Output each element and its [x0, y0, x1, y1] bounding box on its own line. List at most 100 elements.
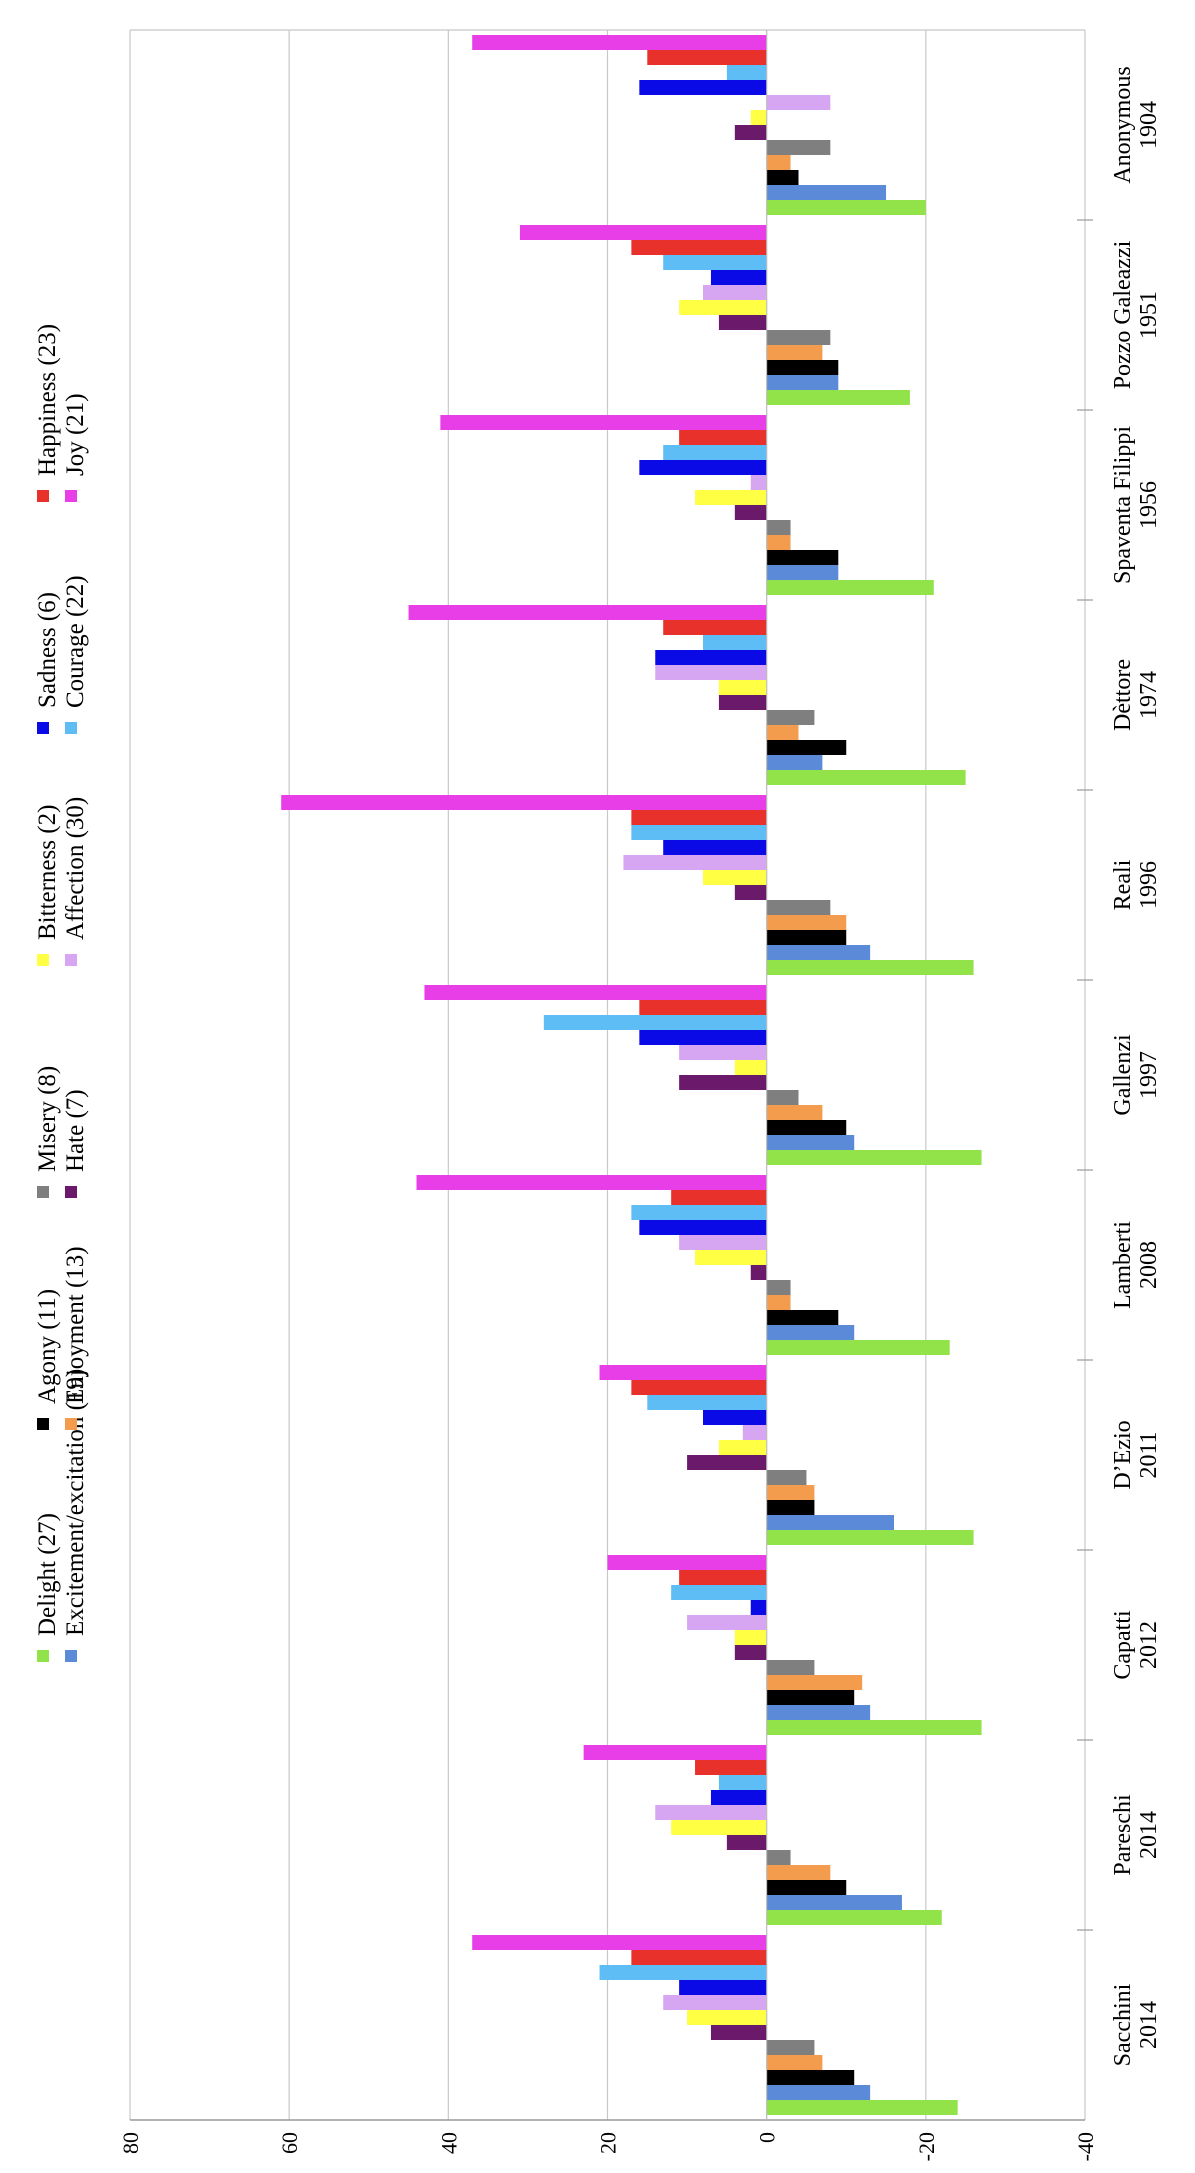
legend-label-excitement-excitation: Excitement/excitation (19): [62, 1369, 89, 1636]
bar-affection: [766, 95, 831, 110]
bar-enjoyment: [766, 1295, 791, 1310]
legend-swatch-courage: [65, 722, 77, 734]
bar-misery: [766, 900, 831, 915]
category-label: Gallenzi1997: [1110, 1034, 1162, 1116]
category-label: D’Ezio2011: [1110, 1420, 1162, 1489]
bar-agony: [766, 170, 799, 185]
category-name: Dèttore: [1110, 659, 1136, 731]
bar-excitement-excitation: [766, 375, 839, 390]
bar-misery: [766, 1850, 791, 1865]
legend-swatch-happiness: [37, 490, 49, 502]
bar-affection: [655, 665, 767, 680]
category-label: Sacchini2014: [1110, 1983, 1162, 2066]
legend-swatch-bitterness: [37, 954, 49, 966]
bar-delight: [766, 1910, 942, 1925]
bar-bitterness: [750, 110, 767, 125]
bar-delight: [766, 960, 974, 975]
bar-misery: [766, 1090, 799, 1105]
bar-courage: [543, 1015, 767, 1030]
bar-joy: [424, 985, 767, 1000]
bar-sadness: [750, 1600, 767, 1615]
bar-delight: [766, 580, 934, 595]
category-name: Reali: [1110, 859, 1136, 910]
value-tick-label: 40: [436, 2132, 461, 2154]
category-label: Anonymous1904: [1110, 66, 1162, 183]
legend-swatch-enjoyment: [65, 1418, 77, 1430]
bar-enjoyment: [766, 1865, 831, 1880]
legend-label-happiness: Happiness (23): [34, 324, 61, 476]
bar-happiness: [671, 1190, 767, 1205]
bar-agony: [766, 2070, 855, 2085]
bar-courage: [647, 1395, 767, 1410]
bar-misery: [766, 2040, 815, 2055]
legend-label-joy: Joy (21): [62, 393, 89, 476]
legend-label-courage: Courage (22): [62, 575, 89, 708]
bar-enjoyment: [766, 535, 791, 550]
legend-swatch-agony: [37, 1418, 49, 1430]
bar-excitement-excitation: [766, 2085, 871, 2100]
bar-bitterness: [703, 870, 767, 885]
bar-happiness: [631, 810, 767, 825]
bar-sadness: [710, 270, 767, 285]
category-labels: Anonymous1904 Pozzo Galeazzi1951 Spaventa …: [1110, 66, 1162, 2066]
bar-bitterness: [695, 490, 767, 505]
category-year: 2014: [1136, 2001, 1162, 2049]
bar-hate: [718, 695, 767, 710]
bar-happiness: [647, 50, 767, 65]
category-year: 1974: [1136, 671, 1162, 719]
bar-excitement-excitation: [766, 1895, 902, 1910]
category-label: Lamberti2008: [1110, 1221, 1162, 1309]
bar-enjoyment: [766, 155, 791, 170]
bar-hate: [734, 505, 767, 520]
value-tick-label: 60: [277, 2132, 302, 2154]
category-label: Capatti2012: [1110, 1610, 1162, 1680]
bar-bitterness: [671, 1820, 767, 1835]
bar-misery: [766, 330, 831, 345]
bar-happiness: [631, 1950, 767, 1965]
bar-enjoyment: [766, 1105, 823, 1120]
bar-happiness: [631, 240, 767, 255]
legend-swatch-excitement-excitation: [65, 1650, 77, 1662]
value-tick-labels: 80 60 40 20 0 -20 -40: [118, 2132, 1098, 2161]
bar-affection: [663, 1995, 767, 2010]
bar-excitement-excitation: [766, 1135, 855, 1150]
bar-hate: [734, 125, 767, 140]
bar-joy: [583, 1745, 767, 1760]
bar-happiness: [679, 430, 767, 445]
bar-sadness: [655, 650, 767, 665]
bar-happiness: [695, 1760, 767, 1775]
value-tick-label: 80: [118, 2132, 143, 2154]
legend: Delight (27) Excitement/excitation (19)Ag…: [34, 324, 89, 1662]
bar-agony: [766, 1500, 815, 1515]
bar-courage: [703, 635, 767, 650]
bar-delight: [766, 2100, 958, 2115]
category-label: Dèttore1974: [1110, 659, 1162, 731]
legend-label-affection: Affection (30): [62, 797, 89, 940]
category-name: Anonymous: [1110, 66, 1136, 183]
category-name: Lamberti: [1110, 1221, 1136, 1309]
category-name: Capatti: [1110, 1610, 1136, 1680]
bar-misery: [766, 520, 791, 535]
bar-agony: [766, 1310, 839, 1325]
bar-affection: [655, 1805, 767, 1820]
legend-swatch-sadness: [37, 722, 49, 734]
bar-bitterness: [695, 1250, 767, 1265]
category-year: 2011: [1136, 1431, 1162, 1478]
category-year: 2008: [1136, 1241, 1162, 1289]
bar-series: [281, 35, 982, 2115]
bar-agony: [766, 550, 839, 565]
bar-sadness: [663, 840, 767, 855]
bar-hate: [679, 1075, 767, 1090]
category-year: 2012: [1136, 1621, 1162, 1669]
bar-affection: [679, 1235, 767, 1250]
bar-delight: [766, 200, 926, 215]
bar-sadness: [710, 1790, 767, 1805]
category-year: 1997: [1136, 1051, 1162, 1099]
bar-delight: [766, 770, 966, 785]
bar-excitement-excitation: [766, 945, 871, 960]
bar-hate: [734, 1645, 767, 1660]
category-year: 1956: [1136, 481, 1162, 529]
bar-joy: [440, 415, 767, 430]
bar-agony: [766, 930, 847, 945]
